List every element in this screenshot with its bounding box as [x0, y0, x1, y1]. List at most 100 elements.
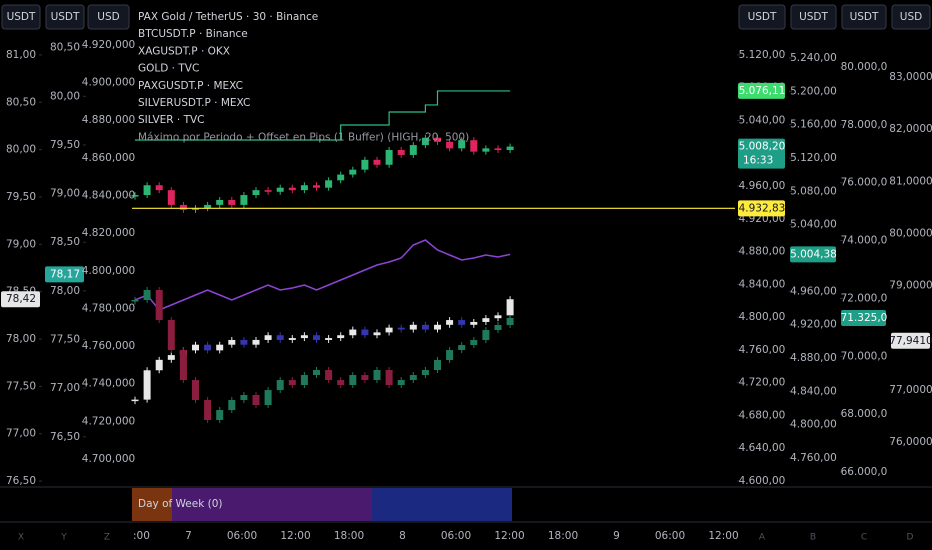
price-tag-label: 5.008,20	[739, 141, 786, 153]
candle	[458, 140, 466, 149]
candle	[264, 390, 272, 406]
candle	[313, 335, 320, 340]
y-tick-label: 81,00	[6, 49, 36, 61]
candle	[167, 355, 175, 360]
y-tick-label: 4.880,00	[739, 246, 786, 258]
candle	[373, 159, 381, 165]
y-tick-label: 4.820,000	[82, 227, 135, 239]
candle	[349, 169, 357, 175]
candle	[325, 370, 333, 381]
candle	[228, 199, 236, 205]
candle	[155, 359, 163, 371]
y-tick-label: 4.920,000	[82, 39, 135, 51]
price-tag-label: 78,42	[6, 293, 36, 305]
x-tick-label: 12:00	[708, 530, 738, 542]
price-tag-label: 77,9410	[889, 335, 932, 347]
axis-currency[interactable]: USD	[900, 11, 922, 23]
candle	[434, 324, 441, 330]
price-line	[134, 239, 511, 311]
candle	[421, 324, 429, 330]
y-tick-label: 4.880,000	[82, 114, 135, 126]
y-tick-label: 4.680,00	[739, 409, 786, 421]
y-tick-label: 76.000,0	[841, 177, 888, 189]
price-tag	[891, 332, 930, 349]
candle	[470, 340, 478, 346]
y-tick-label: 4.840,000	[82, 190, 135, 202]
y-tick-label: 76,0000	[889, 436, 932, 448]
y-tick-label: 4.700,000	[82, 453, 135, 465]
y-tick-label: 4.720,00	[739, 377, 786, 389]
axis-currency[interactable]: USDT	[748, 11, 777, 23]
candle	[446, 141, 454, 149]
candle	[458, 320, 466, 325]
price-tag-label: 71.325,0	[841, 312, 888, 324]
legend-entry: SILVER · TVC	[138, 114, 205, 126]
candle	[155, 185, 163, 191]
candle	[397, 150, 405, 155]
y-tick-label: 79,50	[6, 191, 36, 203]
candle	[337, 174, 345, 181]
candle	[131, 300, 139, 302]
legend-entry: XAGUSDT.P · OKX	[138, 45, 230, 57]
y-tick-label: 80,00	[6, 144, 36, 156]
y-tick-label: 74.000,0	[841, 235, 888, 247]
y-tick-label: 83,0000	[889, 71, 932, 83]
candle	[361, 329, 369, 336]
candle	[179, 204, 187, 210]
axis-currency-button[interactable]	[891, 4, 931, 30]
axis-currency-button[interactable]	[790, 4, 837, 30]
y-tick-label: 5.080,00	[790, 185, 837, 197]
axis-currency[interactable]: USD	[97, 11, 119, 23]
candle	[228, 400, 236, 411]
candle	[288, 380, 296, 386]
y-tick-label: 77,0000	[889, 384, 932, 396]
x-tick-label: 06:00	[441, 530, 471, 542]
candle	[216, 410, 224, 421]
candle	[204, 344, 212, 351]
candle	[506, 299, 514, 316]
candle	[470, 321, 478, 325]
y-tick-label: 81,0000	[889, 175, 932, 187]
bar-countdown: 16:33	[743, 155, 773, 167]
candle	[385, 150, 393, 165]
candle	[276, 187, 284, 192]
candle	[167, 320, 175, 351]
candle	[385, 370, 393, 386]
y-tick-label: 4.800,00	[739, 311, 786, 323]
candle	[434, 137, 441, 142]
pane-letter: X	[18, 533, 24, 543]
axis-currency-button[interactable]	[738, 4, 786, 30]
y-tick-label: 5.240,00	[790, 52, 837, 64]
y-tick-label: 76,50	[50, 431, 80, 443]
y-tick-label: 4.800,000	[82, 265, 135, 277]
candle	[179, 350, 187, 381]
y-tick-label: 5.040,00	[739, 115, 786, 127]
x-tick-label: 12:00	[280, 530, 310, 542]
axis-currency-button[interactable]	[841, 4, 887, 30]
y-tick-label: 5.160,00	[790, 119, 837, 131]
candle	[240, 195, 248, 205]
pane-letter: C	[861, 533, 867, 543]
candle	[276, 380, 284, 391]
axis-currency[interactable]: USDT	[7, 11, 36, 23]
axis-currency-button[interactable]	[1, 4, 41, 30]
candle	[131, 399, 139, 402]
y-tick-label: 80,50	[6, 96, 36, 108]
candle	[300, 185, 308, 191]
candle	[337, 335, 345, 339]
y-tick-label: 79,0000	[889, 280, 932, 292]
axis-currency-button[interactable]	[45, 4, 85, 30]
axis-currency[interactable]: USDT	[850, 11, 879, 23]
indicator-line	[135, 90, 511, 141]
candle	[421, 137, 429, 146]
candle	[385, 327, 393, 333]
candle	[373, 370, 381, 381]
y-tick-label: 4.960,00	[739, 180, 786, 192]
candle	[204, 400, 212, 421]
axis-currency[interactable]: USDT	[799, 11, 828, 23]
pane-letter: B	[810, 533, 816, 543]
y-tick-label: 78.000,0	[841, 119, 888, 131]
axis-currency[interactable]: USDT	[51, 11, 80, 23]
axis-currency-button[interactable]	[87, 4, 130, 30]
candle	[192, 208, 199, 210]
